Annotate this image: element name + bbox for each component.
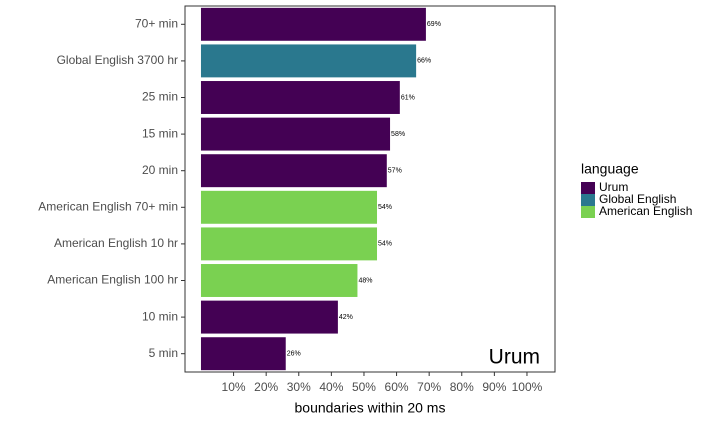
value-label: 57%: [388, 168, 402, 175]
bar: [200, 81, 400, 114]
x-tick-label: 100%: [512, 380, 543, 394]
legend-key: [581, 182, 595, 194]
x-tick-label: 80%: [450, 380, 474, 394]
x-tick-label: 70%: [417, 380, 441, 394]
legend-key: [581, 206, 595, 218]
y-tick-label: 25 min: [142, 90, 178, 104]
annotation: Urum: [489, 346, 540, 369]
y-tick-label: Global English 3700 hr: [57, 53, 178, 67]
value-label: 48%: [358, 277, 372, 284]
y-tick-label: 20 min: [142, 163, 178, 177]
value-label: 54%: [378, 204, 392, 211]
x-tick-label: 60%: [385, 380, 409, 394]
y-tick-label: 5 min: [149, 346, 178, 360]
bar: [200, 154, 387, 188]
value-label: 66%: [417, 58, 431, 65]
legend-key: [581, 194, 595, 206]
legend-title: language: [581, 161, 639, 177]
x-tick-label: 40%: [319, 380, 343, 394]
bar: [200, 227, 378, 261]
y-tick-label: American English 70+ min: [38, 199, 178, 213]
bar: [200, 264, 358, 297]
legend-label: Global English: [599, 192, 676, 206]
x-tick-label: 20%: [254, 380, 278, 394]
bar: [200, 117, 391, 151]
legend-label: Urum: [599, 180, 628, 194]
bar: [200, 300, 338, 334]
value-label: 69%: [427, 21, 441, 28]
x-tick-label: 10%: [222, 380, 246, 394]
y-tick-label: American English 100 hr: [47, 273, 178, 287]
y-tick-label: 15 min: [142, 126, 178, 140]
y-tick-label: 70+ min: [135, 16, 178, 30]
value-label: 42%: [339, 314, 353, 321]
legend-label: American English: [599, 204, 692, 218]
y-tick-label: 10 min: [142, 309, 178, 323]
value-label: 26%: [287, 351, 301, 358]
bar: [200, 44, 417, 78]
x-tick-label: 50%: [352, 380, 376, 394]
bar: [200, 190, 378, 224]
bar: [200, 7, 426, 41]
value-label: 54%: [378, 241, 392, 248]
value-label: 58%: [391, 131, 405, 138]
panel-border: [184, 5, 556, 373]
x-axis-title: boundaries within 20 ms: [295, 400, 446, 416]
value-label: 61%: [401, 94, 415, 101]
y-tick-label: American English 10 hr: [54, 236, 178, 250]
x-tick-label: 90%: [482, 380, 506, 394]
bar: [200, 337, 286, 371]
x-tick-label: 30%: [287, 380, 311, 394]
